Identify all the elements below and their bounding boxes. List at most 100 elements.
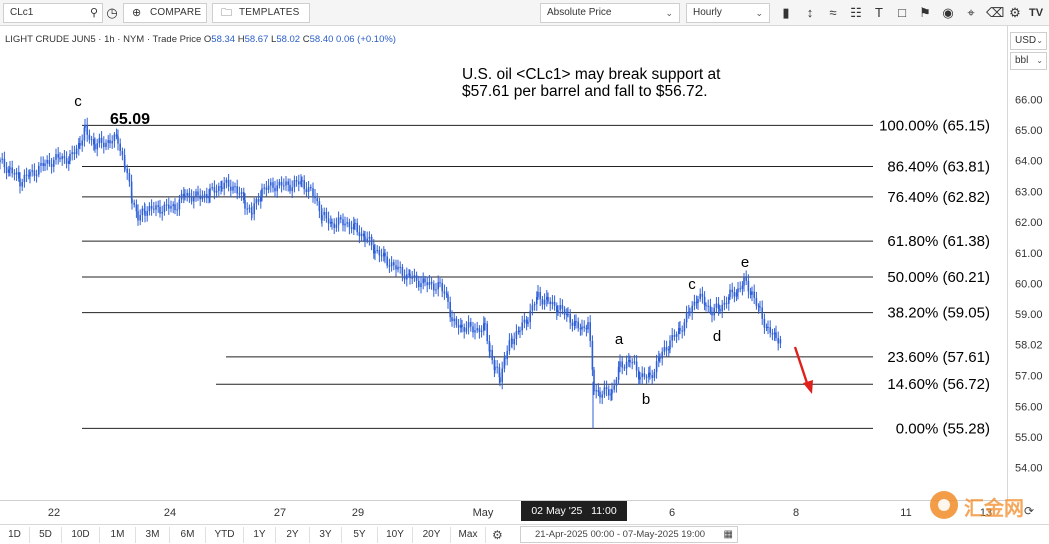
candle-body bbox=[567, 314, 569, 316]
crosshair-icon[interactable]: ⌖ bbox=[967, 5, 975, 20]
candle-body bbox=[679, 328, 681, 331]
search-icon[interactable]: ⚲ bbox=[89, 7, 98, 19]
range-button-1m[interactable]: 1M bbox=[100, 527, 136, 543]
candle-body bbox=[566, 314, 568, 316]
candle-body bbox=[476, 328, 478, 331]
candle-body bbox=[777, 337, 779, 344]
candle-body bbox=[546, 296, 548, 300]
candle-body bbox=[90, 139, 93, 141]
candle-body bbox=[354, 222, 356, 224]
candle-body bbox=[461, 324, 463, 328]
candle-body bbox=[144, 210, 146, 216]
text-tool-icon[interactable]: T bbox=[875, 5, 883, 20]
candle-body bbox=[648, 372, 650, 378]
calendar-icon[interactable]: ▦ bbox=[723, 529, 733, 540]
hide-icon[interactable]: ◉ bbox=[942, 5, 954, 20]
range-button-max[interactable]: Max bbox=[451, 527, 486, 543]
range-button-10d[interactable]: 10D bbox=[62, 527, 100, 543]
range-button-1d[interactable]: 1D bbox=[0, 527, 30, 543]
candle-body bbox=[23, 174, 26, 183]
shape-icon[interactable]: □ bbox=[898, 5, 906, 20]
candle-body bbox=[673, 335, 676, 337]
candle-body bbox=[668, 349, 670, 351]
candle-body bbox=[163, 204, 166, 212]
range-button-1y[interactable]: 1Y bbox=[244, 527, 276, 543]
unit-select[interactable]: bbl ⌄ bbox=[1010, 52, 1047, 70]
draw-line-icon[interactable]: ↕ bbox=[806, 5, 814, 20]
candle-body bbox=[628, 360, 630, 362]
candle-body bbox=[188, 192, 191, 197]
pattern-icon[interactable]: ≈ bbox=[829, 5, 837, 20]
wave-labels: c 65.09 a b c d e bbox=[74, 93, 749, 408]
candle-body bbox=[71, 152, 73, 154]
range-button-3y[interactable]: 3Y bbox=[310, 527, 342, 543]
candle-body bbox=[617, 366, 620, 380]
candle-body bbox=[435, 289, 437, 291]
date-tick-label: 6 bbox=[669, 507, 675, 519]
candle-body bbox=[474, 330, 476, 333]
interval-value: Hourly bbox=[693, 7, 722, 18]
price-chart[interactable]: 100.00% (65.15) 86.40% (63.81) 76.40% (62.… bbox=[0, 26, 1007, 500]
candle-body bbox=[409, 273, 411, 279]
date-range-value: 21-Apr-2025 00:00 - 07-May-2025 19:00 bbox=[535, 529, 706, 540]
candle-body bbox=[515, 331, 518, 339]
bar-chart-icon[interactable]: ▮ bbox=[782, 5, 790, 20]
candle-body bbox=[439, 282, 441, 284]
price-tick-label: 59.00 bbox=[1015, 309, 1043, 321]
candle-body bbox=[42, 163, 44, 166]
date-tick-label: 13 bbox=[980, 507, 992, 519]
candle-body bbox=[168, 204, 170, 209]
candle-body bbox=[529, 310, 531, 323]
candle-body bbox=[360, 233, 363, 237]
price-mode-select[interactable]: Absolute Price ⌄ bbox=[540, 3, 680, 23]
trash-icon[interactable]: ⌫ bbox=[986, 5, 1005, 20]
trend-icon[interactable]: ☷ bbox=[850, 5, 862, 20]
range-settings-icon[interactable]: ⚙ bbox=[492, 528, 503, 542]
range-button-6m[interactable]: 6M bbox=[170, 527, 206, 543]
candle-body bbox=[165, 204, 168, 206]
fibonacci-retracement[interactable]: 100.00% (65.15) 86.40% (63.81) 76.40% (62.… bbox=[82, 117, 990, 437]
candle-body bbox=[373, 245, 375, 254]
date-range-field[interactable]: 21-Apr-2025 00:00 - 07-May-2025 19:00 ▦ bbox=[520, 526, 738, 543]
compare-button[interactable]: ⊕ COMPARE bbox=[123, 3, 207, 23]
templates-button[interactable]: 🗀 TEMPLATES bbox=[212, 3, 310, 23]
candle-body bbox=[197, 191, 199, 196]
candle-body bbox=[629, 360, 631, 363]
candle-body bbox=[270, 182, 272, 186]
candle-body bbox=[155, 205, 157, 210]
range-button-ytd[interactable]: YTD bbox=[206, 527, 244, 543]
reset-axis-icon[interactable]: ⟳ bbox=[1024, 504, 1035, 518]
candle-body bbox=[38, 165, 40, 175]
candle-body bbox=[29, 171, 31, 177]
range-button-20y[interactable]: 20Y bbox=[413, 527, 451, 543]
range-button-10y[interactable]: 10Y bbox=[378, 527, 413, 543]
currency-select[interactable]: USD ⌄ bbox=[1010, 32, 1047, 50]
clock-icon[interactable]: ◷ bbox=[106, 5, 118, 20]
range-button-3m[interactable]: 3M bbox=[136, 527, 170, 543]
candle-body bbox=[376, 250, 378, 252]
candle-body bbox=[25, 174, 28, 176]
fib-label: 100.00% (65.15) bbox=[879, 117, 990, 134]
range-button-2y[interactable]: 2Y bbox=[276, 527, 310, 543]
candle-body bbox=[533, 304, 536, 306]
candle-body bbox=[536, 297, 538, 305]
candle-body bbox=[498, 367, 501, 378]
candle-body bbox=[775, 332, 777, 338]
symbol-search-input[interactable]: CLc1 ⚲ bbox=[3, 3, 103, 23]
settings-icon[interactable]: ⚙ bbox=[1009, 5, 1021, 20]
candle-body bbox=[257, 199, 260, 202]
interval-select[interactable]: Hourly ⌄ bbox=[686, 3, 770, 23]
date-axis[interactable] bbox=[0, 500, 1007, 522]
candle-body bbox=[773, 332, 776, 335]
range-button-5y[interactable]: 5Y bbox=[342, 527, 378, 543]
candle-body bbox=[579, 328, 582, 330]
candle-body bbox=[531, 305, 534, 311]
price-tick-label: 63.00 bbox=[1015, 186, 1043, 198]
price-axis[interactable] bbox=[1007, 26, 1049, 500]
flag-icon[interactable]: ⚑ bbox=[919, 5, 931, 20]
candle-body bbox=[655, 361, 658, 373]
candle-body bbox=[159, 206, 161, 214]
date-tick-label: 8 bbox=[793, 507, 799, 519]
range-button-5d[interactable]: 5D bbox=[30, 527, 62, 543]
